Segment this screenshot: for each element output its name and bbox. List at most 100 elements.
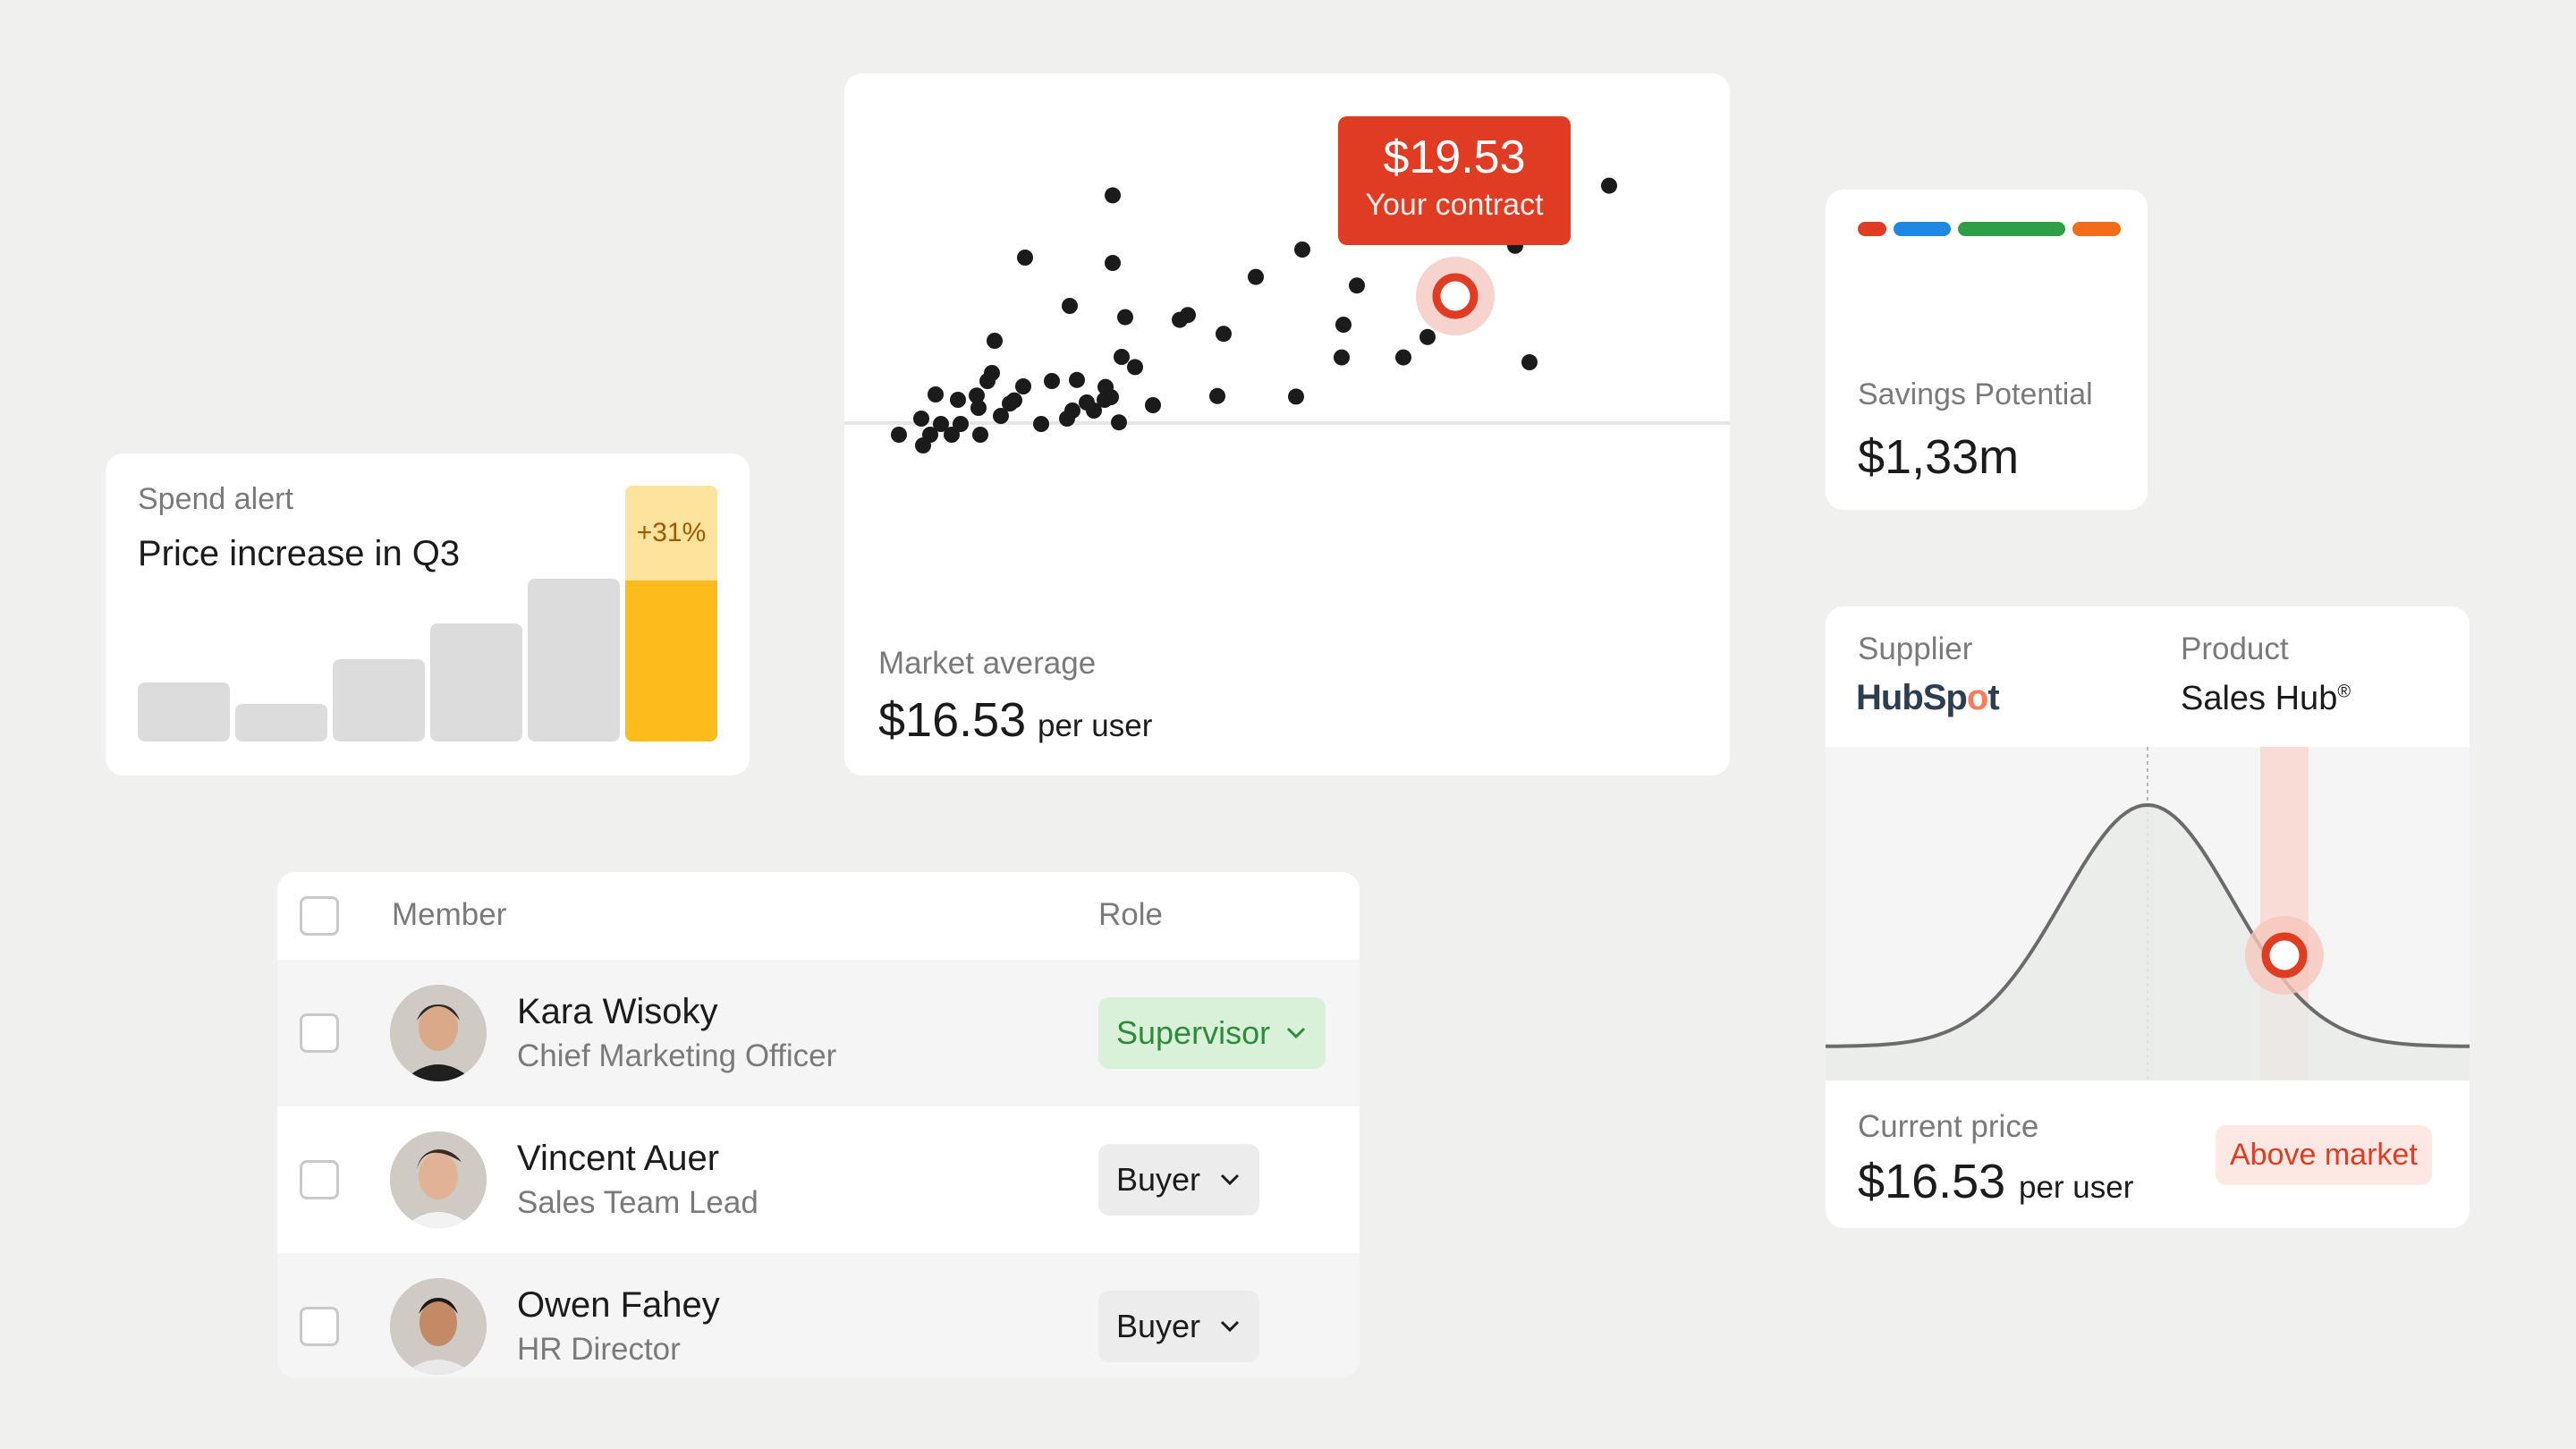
scatter-point xyxy=(1105,255,1121,271)
current-price-label: Current price xyxy=(1858,1109,2039,1144)
color-bar-blue xyxy=(1894,222,1951,236)
avatar xyxy=(390,985,487,1081)
scatter-point xyxy=(1127,359,1143,376)
market-average-unit: per user xyxy=(1038,708,1153,743)
spend-bar-1 xyxy=(138,682,230,741)
contract-price: $19.53 xyxy=(1383,131,1526,183)
scatter-point xyxy=(1111,414,1127,431)
member-name: Kara Wisoky xyxy=(517,992,718,1031)
color-bar-green xyxy=(1958,222,2065,236)
product-label: Product xyxy=(2181,631,2289,666)
scatter-point xyxy=(1349,277,1365,294)
scatter-point xyxy=(969,387,985,404)
spend-bar-3 xyxy=(333,659,425,741)
scatter-point xyxy=(1209,387,1225,404)
scatter-point xyxy=(1017,250,1033,266)
savings-color-bars xyxy=(1858,222,2121,236)
scatter-point xyxy=(1062,298,1078,314)
scatter-point xyxy=(1097,378,1114,395)
scatter-point xyxy=(993,408,1009,424)
role-dropdown[interactable]: Buyer xyxy=(1098,1291,1259,1362)
scatter-point xyxy=(944,427,960,443)
color-bar-red xyxy=(1858,222,1886,236)
scatter-point xyxy=(1288,388,1304,405)
scatter-point xyxy=(1069,371,1085,388)
table-row[interactable]: Vincent Auer Sales Team Lead Buyer xyxy=(277,1106,1360,1253)
avatar xyxy=(390,1278,487,1375)
scatter-point xyxy=(1006,392,1022,409)
savings-value: $1,33m xyxy=(1858,430,2020,484)
spend-bar-increase xyxy=(625,486,717,584)
scatter-point xyxy=(1216,326,1232,343)
spend-alert-card: Spend alert Price increase in Q3 +31% xyxy=(106,453,750,775)
member-title: Chief Marketing Officer xyxy=(517,1038,837,1073)
scatter-point xyxy=(928,386,944,402)
row-checkbox[interactable] xyxy=(300,1307,339,1346)
scatter-point xyxy=(1059,411,1075,427)
product-name: Sales Hub® xyxy=(2181,680,2351,717)
spend-alert-title: Price increase in Q3 xyxy=(138,534,461,573)
chevron-down-icon xyxy=(1218,1144,1241,1241)
scatter-point xyxy=(1145,397,1161,413)
scatter-point xyxy=(970,400,987,416)
member-title: Sales Team Lead xyxy=(517,1185,758,1220)
row-checkbox[interactable] xyxy=(300,1013,339,1053)
member-name: Owen Fahey xyxy=(517,1285,720,1325)
scatter-point xyxy=(1044,373,1060,389)
market-scatter-card: $19.53 Your contract Market average $16.… xyxy=(844,73,1730,775)
market-average-value: $16.53 xyxy=(878,693,1027,747)
role-dropdown[interactable]: Supervisor xyxy=(1098,997,1326,1069)
avatar xyxy=(390,1131,487,1228)
members-table: Member Role Kara Wisoky Chief Marketing … xyxy=(277,872,1360,1377)
scatter-point xyxy=(1079,394,1095,411)
scatter-point xyxy=(1033,416,1049,432)
contract-tooltip: $19.53 Your contract xyxy=(1338,116,1571,245)
scatter-point xyxy=(1601,177,1617,194)
role-column-header: Role xyxy=(1098,897,1163,932)
row-checkbox[interactable] xyxy=(300,1160,339,1199)
increase-percent: +31% xyxy=(636,518,707,547)
spend-bar-4 xyxy=(430,623,522,741)
role-value: Buyer xyxy=(1116,1308,1201,1344)
scatter-point xyxy=(987,333,1003,349)
member-name: Vincent Auer xyxy=(517,1139,720,1178)
scatter-point xyxy=(915,437,931,453)
scatter-point xyxy=(1521,354,1538,370)
chevron-down-icon xyxy=(1218,1291,1241,1377)
table-row[interactable]: Owen Fahey HR Director Buyer xyxy=(277,1253,1360,1377)
scatter-point xyxy=(953,416,969,432)
role-dropdown[interactable]: Buyer xyxy=(1098,1144,1259,1216)
scatter-point xyxy=(933,416,949,432)
contract-label: Your contract xyxy=(1365,188,1544,222)
savings-label: Savings Potential xyxy=(1858,377,2093,411)
spend-bar-current xyxy=(625,580,717,741)
scatter-point xyxy=(1334,349,1350,366)
scatter-point xyxy=(1015,378,1031,394)
scatter-point xyxy=(1395,349,1411,366)
scatter-point xyxy=(1105,187,1121,204)
chevron-down-icon xyxy=(1284,997,1308,1094)
market-average-label: Market average xyxy=(878,646,1097,681)
price-distribution-chart xyxy=(1826,747,2470,1080)
current-price-unit: per user xyxy=(2019,1170,2134,1205)
market-scatter-plot xyxy=(844,156,1730,453)
hubspot-logo: HubSpot xyxy=(1856,678,2000,717)
scatter-point xyxy=(1117,309,1133,326)
scatter-point xyxy=(891,427,907,443)
member-column-header: Member xyxy=(392,897,507,932)
role-value: Buyer xyxy=(1116,1161,1201,1198)
savings-card: Savings Potential $1,33m xyxy=(1826,190,2148,510)
scatter-point xyxy=(950,392,966,408)
table-header: Member Role xyxy=(277,872,1360,960)
scatter-point xyxy=(979,373,996,389)
above-market-badge: Above market xyxy=(2216,1125,2432,1185)
select-all-checkbox[interactable] xyxy=(300,896,339,936)
contract-marker xyxy=(1432,273,1479,319)
scatter-point xyxy=(1419,328,1436,345)
table-row[interactable]: Kara Wisoky Chief Marketing Officer Supe… xyxy=(277,960,1360,1106)
supplier-card: Supplier Product HubSpot Sales Hub® Curr… xyxy=(1826,606,2470,1228)
distribution-area xyxy=(1826,805,2470,1080)
scatter-point xyxy=(1248,268,1264,285)
role-value: Supervisor xyxy=(1116,1014,1271,1051)
current-price-value: $16.53 xyxy=(1858,1155,2006,1208)
